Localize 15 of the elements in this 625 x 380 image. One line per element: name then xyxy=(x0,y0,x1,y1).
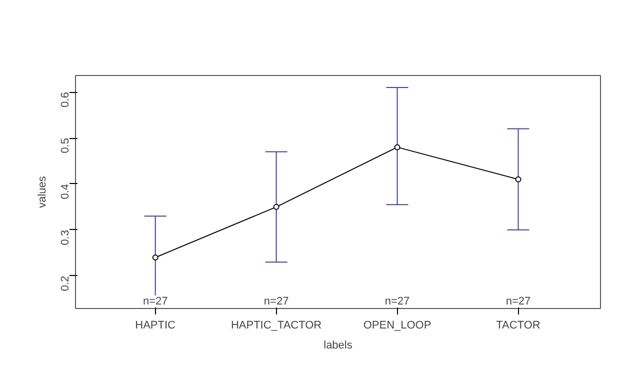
annotation: n=27 xyxy=(264,296,289,308)
annotation: n=27 xyxy=(384,296,410,308)
x-tick-label: TACTOR xyxy=(496,320,540,332)
y-axis-title: values xyxy=(36,176,48,208)
y-tick-label: 0.5 xyxy=(60,138,72,154)
x-axis-title: labels xyxy=(324,340,353,352)
x-tick-label: HAPTIC_TACTOR xyxy=(230,320,322,332)
y-tick-label: 0.3 xyxy=(60,230,72,246)
y-tick-label: 0.4 xyxy=(60,184,72,200)
x-tick-label: OPEN_LOOP xyxy=(363,320,432,332)
annotation: n=27 xyxy=(142,296,168,308)
annotation: n=27 xyxy=(506,296,531,308)
y-tick-label: 0.6 xyxy=(60,92,72,108)
y-tick-label: 0.2 xyxy=(60,276,72,292)
x-tick-label: HAPTIC xyxy=(135,320,176,332)
